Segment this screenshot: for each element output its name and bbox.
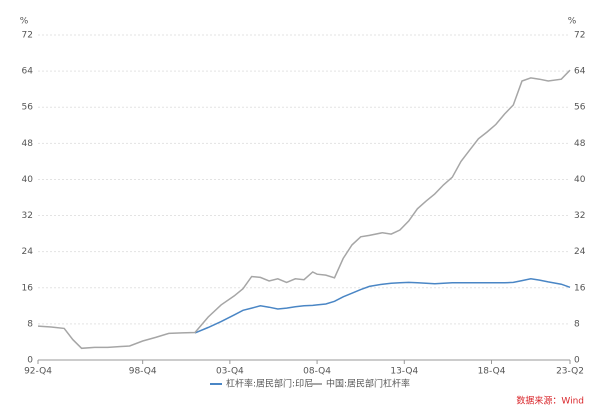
y-tick-label: 48	[22, 139, 34, 149]
y-tick-label: 0	[27, 356, 33, 366]
legend-label: 中国:居民部门杠杆率	[326, 378, 410, 390]
legend-label: 杠杆率:居民部门:印尼	[226, 378, 313, 390]
y2-tick-label: 0	[574, 356, 580, 366]
y2-tick-label: 64	[574, 67, 586, 77]
x-tick-label: 08-Q4	[303, 367, 331, 377]
x-tick-label: 98-Q4	[129, 367, 157, 377]
y2-tick-label: 8	[574, 319, 580, 329]
y2-tick-label: 24	[574, 247, 586, 257]
x-tick-label: 03-Q4	[216, 367, 244, 377]
y2-tick-label: 32	[574, 211, 585, 221]
y-tick-label: 24	[22, 247, 34, 257]
series-line	[37, 69, 571, 350]
y-tick-label: 56	[22, 103, 34, 113]
x-tick-label: 23-Q2	[556, 367, 584, 377]
y2-tick-label: 40	[574, 175, 586, 185]
y-tick-label: 40	[22, 175, 34, 185]
y-tick-label: 16	[22, 283, 34, 293]
y2-tick-label: 48	[574, 139, 586, 149]
y-tick-label: 72	[22, 31, 33, 41]
y-tick-label: 32	[22, 211, 33, 221]
y2-tick-label: 56	[574, 103, 586, 113]
y-tick-label: 8	[27, 319, 33, 329]
y2-tick-label: 72	[574, 31, 585, 41]
y-unit: %	[20, 17, 29, 27]
x-tick-label: 92-Q4	[24, 367, 52, 377]
x-tick-label: 13-Q4	[390, 367, 418, 377]
x-tick-label: 18-Q4	[478, 367, 506, 377]
series-line	[194, 278, 571, 334]
y2-tick-label: 16	[574, 283, 586, 293]
y2-unit: %	[568, 17, 577, 27]
y-tick-label: 64	[22, 67, 34, 77]
source-note: 数据来源：Wind	[516, 395, 584, 407]
